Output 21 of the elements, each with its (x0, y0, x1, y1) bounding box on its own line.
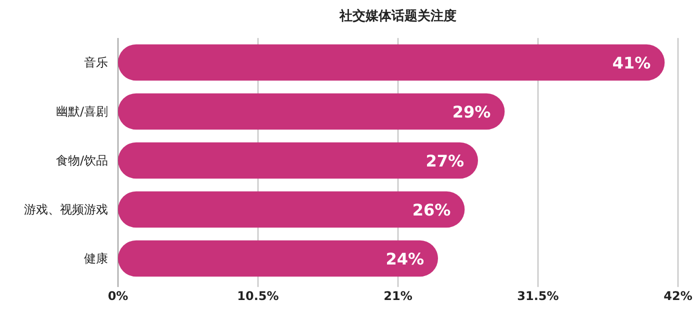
bar (118, 93, 505, 130)
y-tick-label: 健康 (84, 252, 108, 266)
bar (118, 191, 465, 228)
data-label: 26% (412, 200, 451, 220)
y-tick-label: 幽默/喜剧 (56, 104, 108, 118)
bar (118, 44, 665, 81)
y-tick-label: 音乐 (84, 56, 108, 70)
chart-title: 社交媒体话题关注度 (338, 8, 456, 24)
x-tick-label: 0% (108, 289, 128, 303)
bar (118, 142, 478, 179)
bar (118, 240, 438, 277)
data-label: 27% (426, 152, 464, 170)
x-tick-label: 42% (664, 289, 692, 303)
data-label: 41% (612, 54, 651, 72)
x-tick-label: 10.5% (237, 289, 279, 303)
y-tick-label: 食物/饮品 (56, 154, 108, 168)
data-label: 24% (386, 250, 424, 268)
x-tick-label: 31.5% (517, 289, 559, 303)
data-label: 29% (452, 102, 491, 122)
x-tick-label: 21% (384, 289, 412, 303)
y-tick-label: 游戏、视频游戏 (24, 202, 108, 216)
